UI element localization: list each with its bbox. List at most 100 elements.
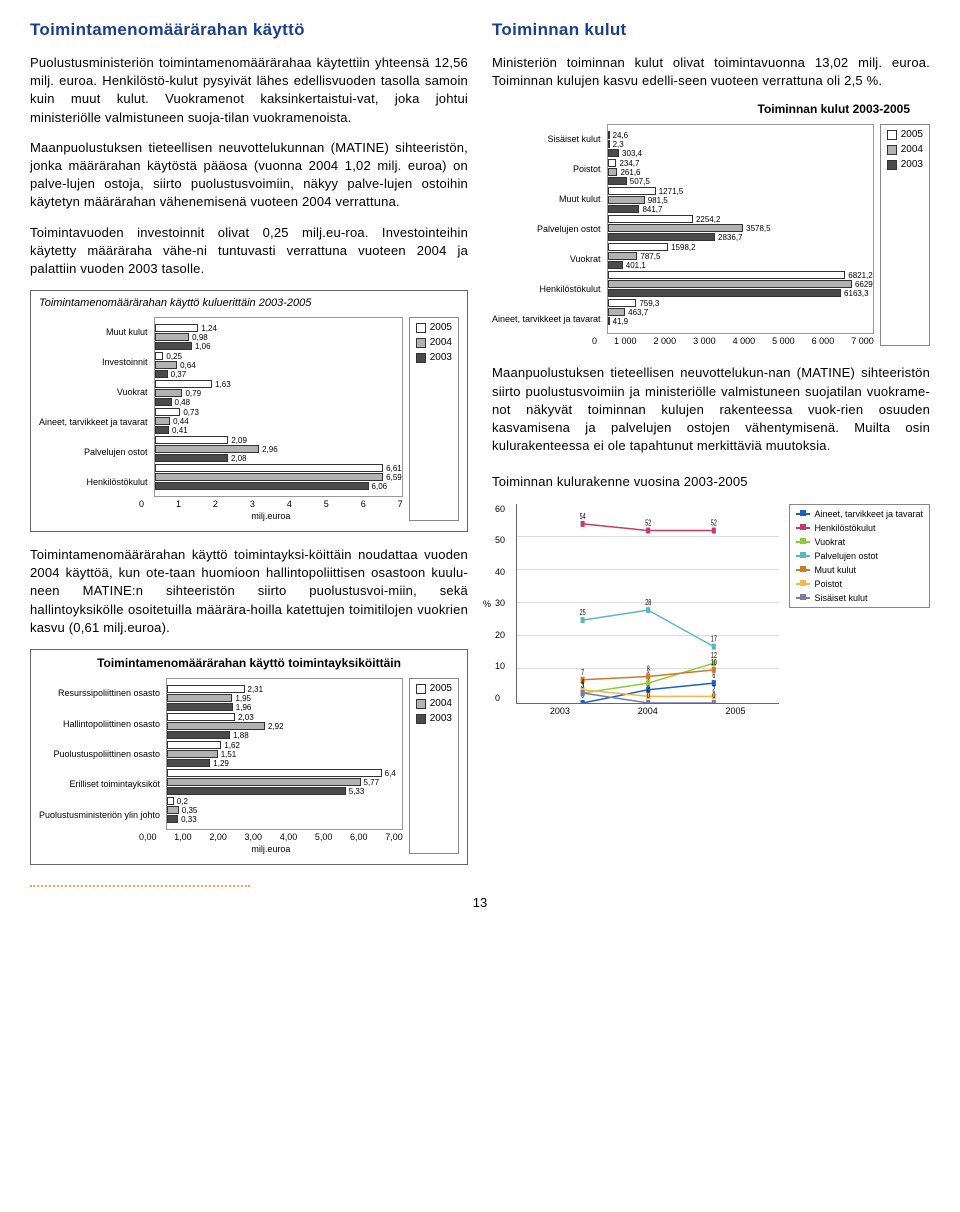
- bar: [608, 299, 637, 307]
- bar-value: 0,41: [172, 426, 188, 435]
- bar: [155, 464, 384, 472]
- bar-value: 1,51: [221, 750, 237, 759]
- bar-value: 0,73: [183, 408, 199, 417]
- chart2-title: Toiminnan kulut 2003-2005: [492, 102, 930, 116]
- bar-group: 0,730,440,41: [155, 408, 402, 434]
- bar: [608, 261, 623, 269]
- bar-value: 1271,5: [659, 187, 683, 196]
- point-label: 3: [581, 682, 584, 690]
- bar-group: 1598,2787,5401,1: [608, 243, 873, 269]
- bar-value: 1,96: [236, 703, 252, 712]
- bar: [155, 445, 260, 453]
- bar: [608, 140, 610, 148]
- bar-value: 2,08: [231, 454, 247, 463]
- bar: [155, 426, 169, 434]
- bar-value: 0,33: [181, 815, 197, 824]
- bar-group: 6821,266296163,3: [608, 271, 873, 297]
- bar-value: 1,88: [233, 731, 249, 740]
- chart3-legend: 200520042003: [409, 678, 459, 854]
- category-label: Palvelujen ostot: [492, 214, 601, 244]
- y-axis-label: %: [483, 599, 491, 609]
- bar-value: 1598,2: [671, 243, 695, 252]
- left-p2: Maanpuolustuksen tieteellisen neuvottelu…: [30, 139, 468, 212]
- bar: [608, 308, 626, 316]
- legend-item: Sisäiset kulut: [796, 593, 923, 603]
- bar-value: 0,79: [185, 389, 201, 398]
- bar: [167, 787, 346, 795]
- bar-group: 759,3463,741,9: [608, 299, 873, 325]
- bar: [608, 289, 841, 297]
- right-column: Toiminnan kulut Ministeriön toiminnan ku…: [492, 20, 930, 865]
- bar-value: 6,59: [386, 473, 402, 482]
- bar: [608, 271, 846, 279]
- x-axis-label: milj.euroa: [139, 511, 403, 521]
- bar: [608, 149, 619, 157]
- bar-group: 0,20,350,33: [167, 797, 402, 823]
- line-series: [583, 610, 714, 646]
- point-label: 28: [645, 599, 651, 607]
- bar: [155, 324, 199, 332]
- bar-value: 2,92: [268, 722, 284, 731]
- marker: [646, 527, 650, 533]
- bar-group: 6,45,775,33: [167, 769, 402, 795]
- category-label: Henkilöstökulut: [492, 274, 601, 304]
- bar-value: 507,5: [630, 177, 650, 186]
- legend-item-2004: 2004: [416, 337, 452, 348]
- bar: [608, 280, 852, 288]
- bar-group: 24,62,3303,4: [608, 131, 873, 157]
- marker: [581, 617, 585, 623]
- category-label: Muut kulut: [492, 184, 601, 214]
- bar: [155, 417, 171, 425]
- chart1-title: Toimintamenomäärärahan käyttö kuluerittä…: [39, 297, 459, 309]
- bar-value: 2,09: [231, 436, 247, 445]
- chart4-legend: Aineet, tarvikkeet ja tavaratHenkilöstök…: [789, 504, 930, 608]
- chart-kulut-2003-2005: Toiminnan kulut 2003-2005 Sisäiset kulut…: [492, 102, 930, 354]
- left-p1: Puolustusministeriön toimintamenomäärära…: [30, 54, 468, 127]
- bar: [155, 380, 213, 388]
- bar: [167, 769, 382, 777]
- category-label: Henkilöstökulut: [39, 467, 148, 497]
- bar-value: 261,6: [620, 168, 640, 177]
- bar-value: 981,5: [648, 196, 668, 205]
- point-label: 54: [580, 513, 586, 521]
- bar: [167, 694, 232, 702]
- bar-group: 1,621,511,29: [167, 741, 402, 767]
- bar: [155, 482, 369, 490]
- bar-group: 1271,5981,5841,7: [608, 187, 873, 213]
- legend-item: Poistot: [796, 579, 923, 589]
- right-p2: Maanpuolustuksen tieteellisen neuvottelu…: [492, 364, 930, 455]
- right-p1: Ministeriön toiminnan kulut olivat toimi…: [492, 54, 930, 90]
- footer-divider: [30, 885, 250, 887]
- bar-value: 2836,7: [718, 233, 742, 242]
- bar: [608, 215, 693, 223]
- chart-kuluerittain: Toimintamenomäärärahan käyttö kuluerittä…: [30, 290, 468, 532]
- legend-item-2003: 2003: [416, 352, 452, 363]
- category-label: Puolustusministeriön ylin johto: [39, 800, 160, 830]
- legend-item-2005: 2005: [887, 129, 923, 140]
- legend-item-2004: 2004: [416, 698, 452, 709]
- marker: [581, 700, 585, 703]
- point-label: 17: [711, 635, 717, 643]
- category-label: Aineet, tarvikkeet ja tavarat: [39, 407, 148, 437]
- bar: [155, 333, 190, 341]
- marker: [646, 673, 650, 679]
- bar: [608, 131, 610, 139]
- category-label: Poistot: [492, 154, 601, 184]
- x-axis-label: milj.euroa: [139, 844, 403, 854]
- point-label: 0: [647, 692, 650, 700]
- bar: [608, 159, 617, 167]
- bar: [167, 806, 179, 814]
- bar: [608, 252, 638, 260]
- bar: [167, 731, 230, 739]
- bar-value: 2,3: [613, 140, 624, 149]
- bar: [608, 177, 627, 185]
- bar: [155, 370, 168, 378]
- point-label: 10: [711, 659, 717, 667]
- chart-kulurakenne: 0102030405060 %0465452523612252817781042…: [492, 504, 930, 716]
- bar-value: 1,29: [213, 759, 229, 768]
- bar: [167, 778, 360, 786]
- category-label: Vuokrat: [39, 377, 148, 407]
- bar-value: 1,95: [235, 694, 251, 703]
- bar-group: 2254,23578,52836,7: [608, 215, 873, 241]
- bar-value: 0,2: [177, 797, 188, 806]
